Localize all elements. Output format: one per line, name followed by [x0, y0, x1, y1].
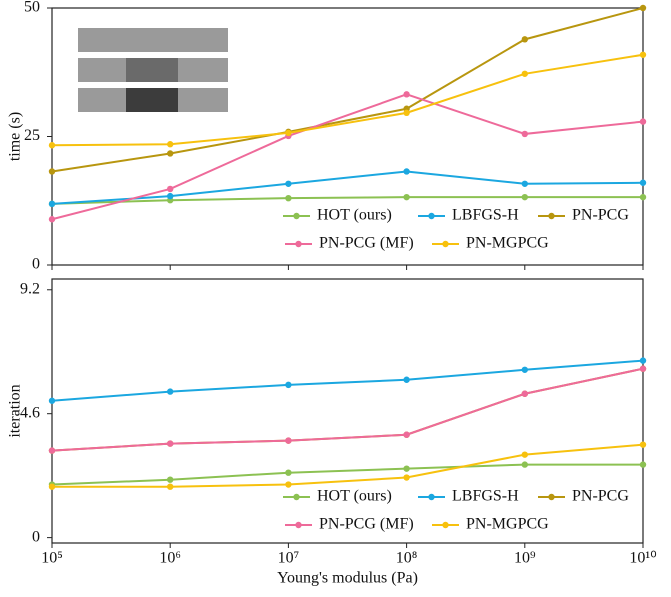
point	[285, 469, 292, 476]
legend-label: PN-PCG	[572, 488, 629, 505]
point	[639, 193, 647, 201]
point	[521, 193, 528, 201]
legend-label: PN-PCG (MF)	[319, 235, 414, 252]
point	[639, 51, 647, 58]
y-tick-label: 0	[32, 256, 40, 273]
rod-stiff	[126, 58, 178, 82]
point	[403, 465, 410, 472]
legend-label: HOT (ours)	[317, 207, 392, 224]
point	[521, 366, 528, 373]
point	[285, 129, 292, 137]
series-line	[51, 7, 644, 173]
series-line	[51, 463, 643, 486]
point	[639, 179, 647, 186]
series-line	[52, 443, 644, 488]
series-line	[51, 367, 644, 452]
series-line	[51, 359, 644, 402]
point	[48, 168, 56, 175]
rod-stiff	[126, 88, 178, 112]
point	[167, 141, 174, 148]
point	[167, 476, 174, 483]
point	[167, 185, 174, 193]
inset-image	[78, 28, 228, 112]
point	[285, 381, 292, 389]
legend-marker	[428, 212, 435, 220]
point	[167, 150, 174, 157]
point	[403, 376, 410, 383]
series-line	[51, 53, 644, 147]
series-line	[51, 196, 643, 205]
x-axis-label: Young's modulus (Pa)	[277, 570, 418, 587]
x-tick-label: 10⁷	[278, 550, 300, 567]
point	[521, 451, 528, 458]
legend-label: PN-MGPCG	[466, 516, 549, 533]
y-tick-label: 50	[24, 0, 40, 16]
x-tick-label: 10⁹	[514, 550, 536, 567]
point	[403, 109, 410, 117]
legend-label: PN-PCG	[572, 207, 629, 224]
point	[403, 193, 410, 201]
point	[48, 483, 56, 490]
legend-marker	[293, 493, 300, 501]
y-tick-label: 25	[24, 127, 40, 144]
legend-label: LBFGS-H	[452, 207, 519, 224]
point	[521, 390, 528, 397]
point	[639, 441, 647, 448]
series-line	[51, 170, 644, 205]
y-axis-label: time (s)	[7, 112, 24, 161]
series-line	[51, 93, 644, 221]
point	[639, 118, 647, 125]
point	[48, 200, 56, 208]
point	[521, 70, 528, 77]
point	[285, 437, 292, 444]
legend-label: HOT (ours)	[317, 488, 392, 505]
x-tick-label: 10⁶	[159, 550, 181, 567]
legend-marker	[428, 493, 435, 501]
point	[167, 388, 174, 395]
point	[285, 180, 292, 187]
point	[639, 357, 647, 364]
point	[167, 192, 174, 200]
point	[48, 216, 56, 223]
point	[167, 483, 174, 490]
legend-marker	[548, 493, 555, 501]
x-tick-label: 10⁸	[396, 550, 418, 567]
point	[521, 180, 528, 187]
x-tick-label: 10⁵	[41, 550, 63, 567]
plot-frame	[51, 278, 644, 544]
point	[521, 130, 528, 138]
point	[521, 461, 528, 468]
point	[639, 461, 647, 468]
legend-label: LBFGS-H	[452, 488, 519, 505]
legend-label: PN-MGPCG	[466, 235, 549, 252]
point	[639, 365, 647, 372]
y-tick-label: 9.2	[20, 280, 40, 297]
rod	[78, 28, 228, 52]
legend-label: PN-PCG (MF)	[319, 516, 414, 533]
legend-marker	[548, 212, 555, 220]
legend-marker	[295, 521, 302, 529]
point	[48, 397, 56, 404]
point	[403, 431, 410, 438]
y-tick-label: 4.6	[20, 404, 40, 421]
legend-marker	[442, 240, 449, 248]
point	[521, 36, 528, 43]
legend-marker	[295, 240, 302, 248]
point	[48, 142, 56, 149]
point	[403, 91, 410, 98]
point	[285, 194, 292, 202]
point	[639, 4, 647, 12]
point	[48, 447, 56, 454]
point	[285, 481, 292, 488]
x-tick-label: 10¹⁰	[629, 550, 656, 567]
point	[403, 474, 410, 481]
y-tick-label: 0	[32, 528, 40, 545]
legend-marker	[442, 521, 449, 529]
point	[167, 440, 174, 447]
legend-marker	[293, 212, 300, 220]
point	[403, 168, 410, 175]
y-axis-label: iteration	[7, 384, 24, 437]
